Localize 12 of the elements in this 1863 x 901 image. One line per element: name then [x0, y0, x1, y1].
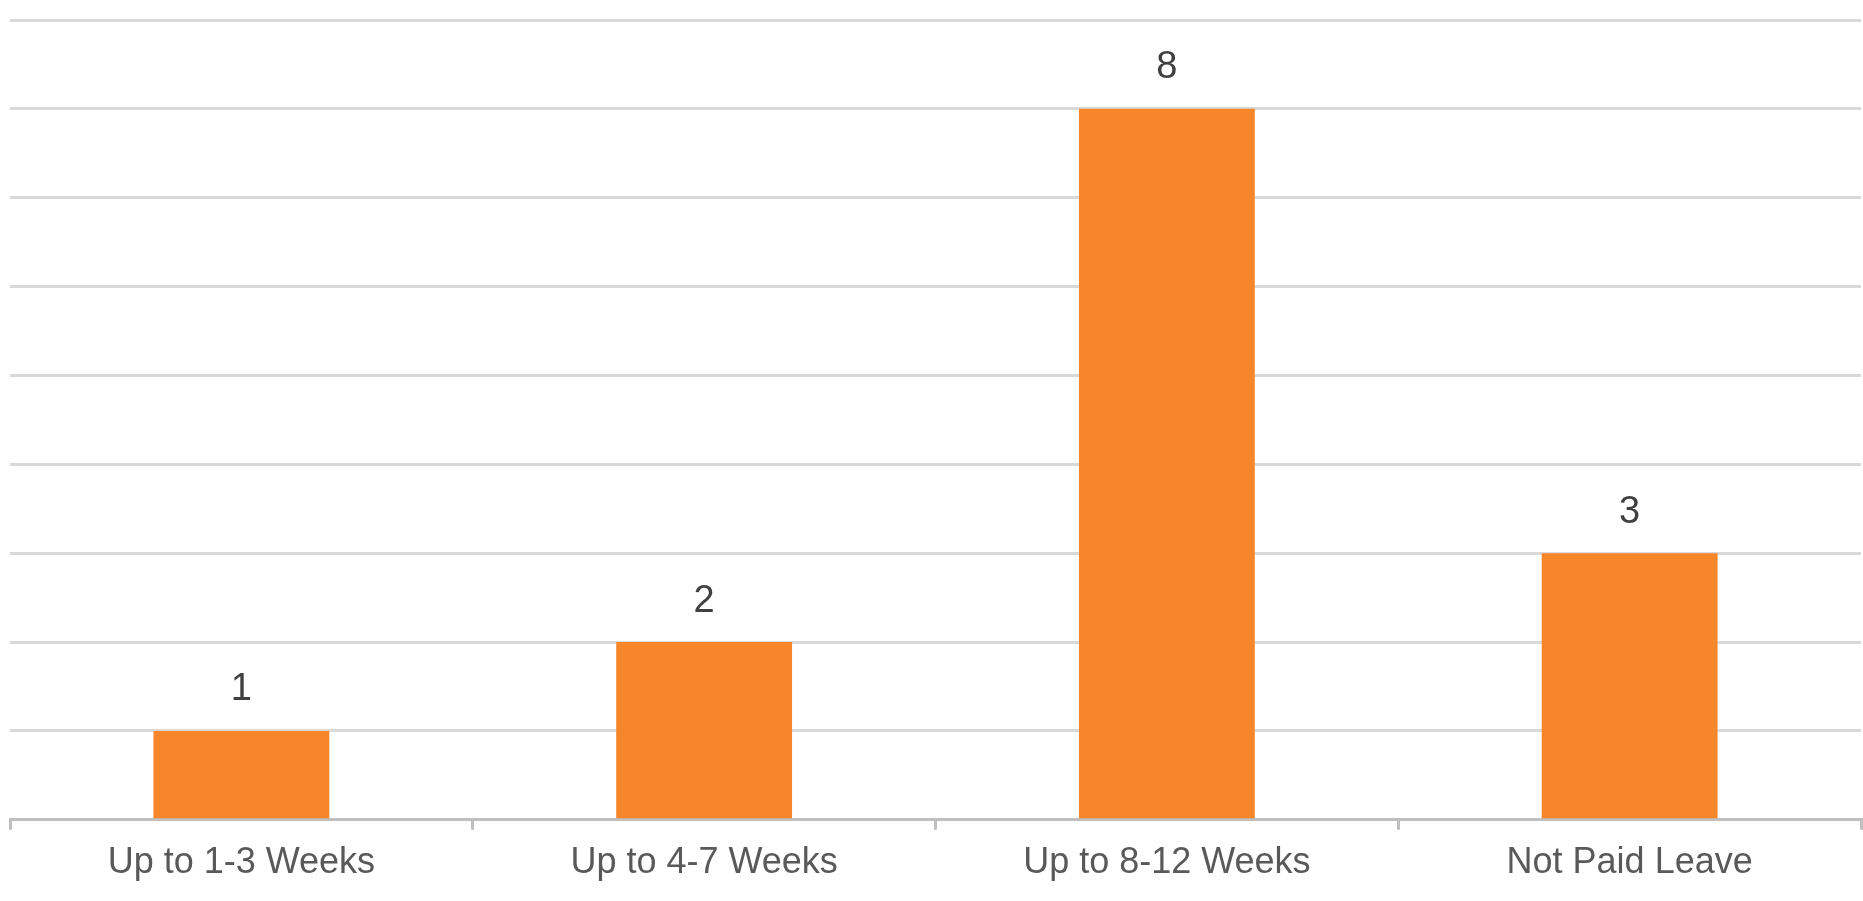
- bar: [153, 730, 330, 819]
- data-label: 2: [693, 577, 715, 620]
- bar: [1078, 108, 1255, 819]
- x-tick-label: Up to 4-7 Weeks: [570, 840, 838, 882]
- data-label: 3: [1619, 488, 1641, 531]
- x-tick-label: Up to 1-3 Weeks: [107, 840, 376, 882]
- x-tick-label: Up to 8-12 Weeks: [1023, 840, 1311, 882]
- bar: [1541, 553, 1718, 819]
- bar: [616, 642, 793, 819]
- data-label: 1: [230, 666, 252, 709]
- data-label: 8: [1156, 44, 1178, 87]
- x-tick-label: Not Paid Leave: [1506, 840, 1753, 882]
